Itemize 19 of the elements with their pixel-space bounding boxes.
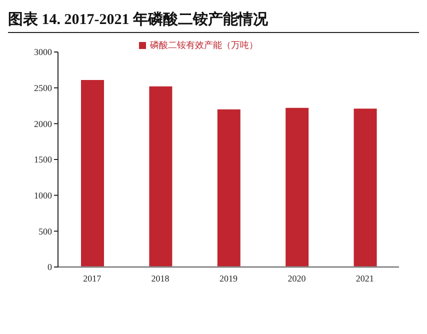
y-tick-label: 500 <box>38 226 52 236</box>
y-tick-label: 1500 <box>34 154 52 165</box>
y-tick-label: 2000 <box>34 118 52 129</box>
bar <box>286 108 309 267</box>
x-tick-label: 2017 <box>83 273 102 284</box>
x-tick-label: 2018 <box>151 273 170 284</box>
x-tick-label: 2020 <box>288 273 306 284</box>
bar <box>149 86 172 267</box>
legend-label: 磷酸二铵有效产能（万吨） <box>150 40 258 50</box>
y-tick-label: 0 <box>48 262 52 272</box>
x-tick-label: 2019 <box>220 273 238 284</box>
y-tick-label: 3000 <box>34 47 52 58</box>
x-tick-label: 2021 <box>356 273 374 284</box>
bar <box>217 109 240 267</box>
bar <box>81 80 104 267</box>
bar <box>354 108 377 267</box>
y-tick-label: 2500 <box>34 83 52 94</box>
chart-title: 图表 14. 2017-2021 年磷酸二铵产能情况 <box>8 8 419 33</box>
y-tick-label: 1000 <box>34 190 52 201</box>
